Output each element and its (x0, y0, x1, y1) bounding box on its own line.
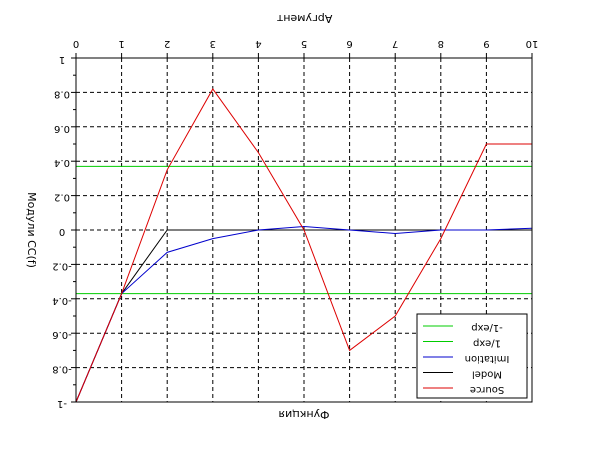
legend-label: 1/exp (473, 338, 501, 349)
x-tick-label: 0 (73, 38, 79, 49)
y-axis-label: Модули CC(f) (25, 192, 38, 268)
x-tick-label: 10 (526, 38, 539, 49)
y-tick-label: 1 (59, 54, 65, 65)
x-tick-label: 9 (483, 38, 489, 49)
x-tick-label: 7 (392, 38, 398, 49)
x-tick-label: 3 (210, 38, 216, 49)
x-axis-label: Аргумент (276, 12, 332, 25)
x-tick-label: 4 (255, 38, 261, 49)
y-tick-label: -0.6 (52, 329, 72, 340)
y-tick-label: -0.2 (52, 260, 72, 271)
legend-label: -1/exp (471, 322, 503, 333)
x-tick-label: 1 (118, 38, 124, 49)
legend-box (416, 313, 528, 399)
y-tick-label: 0.2 (54, 192, 70, 203)
y-tick-label: 0 (59, 226, 65, 237)
y-tick-label: 0.6 (54, 123, 70, 134)
x-tick-label: 6 (346, 38, 352, 49)
x-tick-label: 8 (438, 38, 444, 49)
x-tick-label: 2 (164, 38, 170, 49)
series-line-imitation (75, 226, 533, 403)
legend-label: Source (470, 384, 504, 395)
y-tick-label: -0.4 (52, 295, 72, 306)
y-tick-label: 0.8 (54, 88, 70, 99)
series-layer (75, 88, 533, 403)
y-tick-label: 0.4 (54, 157, 70, 168)
chart-title: Функция (278, 408, 329, 421)
y-tick-label: -1 (57, 398, 67, 409)
series-line-source (75, 88, 532, 403)
legend-label: Model (472, 369, 502, 380)
y-tick-label: -0.8 (52, 364, 72, 375)
x-tick-label: 5 (301, 38, 307, 49)
legend: -1/exp 1/exp Imitation Model Source (416, 313, 528, 399)
legend-label: Imitation (465, 353, 510, 364)
ticks: 0 1 2 3 4 5 6 7 8 9 1010.80.60.40.20-0.2-0.4-0.6-0… (52, 38, 538, 409)
